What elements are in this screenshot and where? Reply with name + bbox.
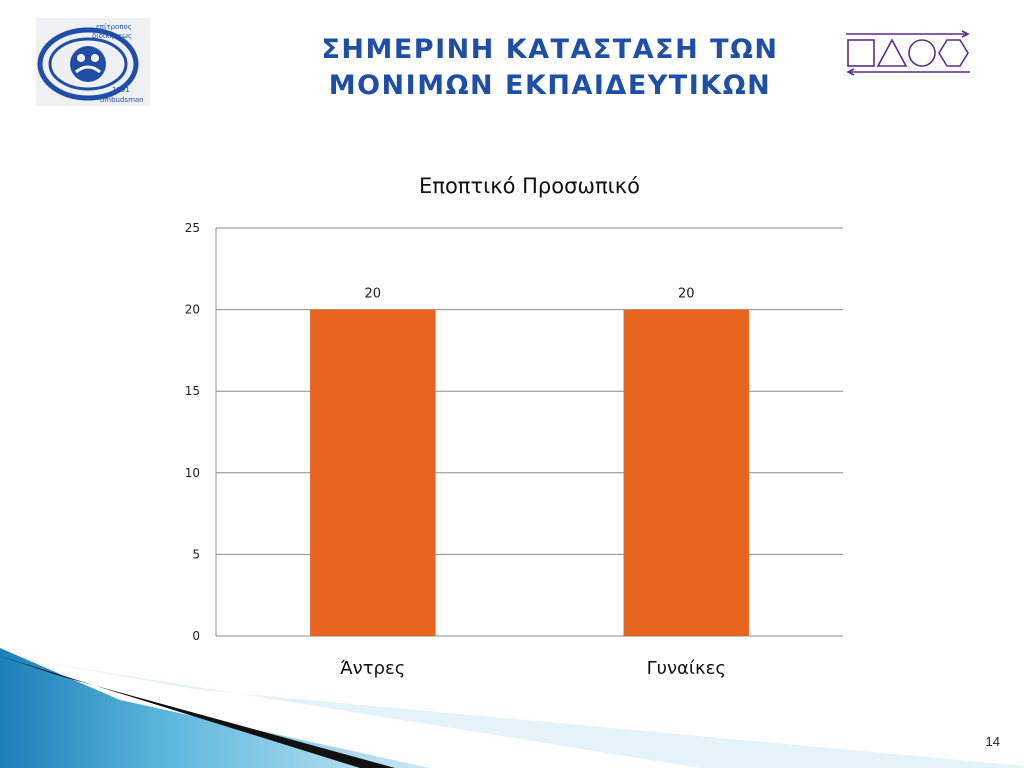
slide-title: ΣΗΜΕΡΙΝΗ ΚΑΤΑΣΤΑΣΗ ΤΩΝ ΜΟΝΙΜΩΝ ΕΚΠΑΙΔΕΥΤ… bbox=[250, 32, 850, 104]
shapes-logo-icon bbox=[846, 30, 970, 76]
logo-year: 1991 bbox=[112, 86, 130, 94]
logo-bottom-text: ombudsman bbox=[100, 96, 144, 104]
y-tick-label: 10 bbox=[185, 466, 200, 480]
y-tick-label: 15 bbox=[185, 384, 200, 398]
slide-title-line-2: ΜΟΝΙΜΩΝ ΕΚΠΑΙΔΕΥΤΙΚΩΝ bbox=[328, 70, 772, 101]
y-tick-label: 0 bbox=[192, 629, 200, 643]
logo-text-2: διοικήσεως bbox=[92, 32, 132, 40]
x-category-label: Γυναίκες bbox=[647, 658, 726, 679]
footer-decoration bbox=[0, 648, 1024, 768]
data-label: 20 bbox=[364, 287, 381, 302]
bar bbox=[310, 309, 436, 636]
chart-title: Εποπτικό Προσωπικό bbox=[419, 174, 640, 198]
slide-title-line-1: ΣΗΜΕΡΙΝΗ ΚΑΤΑΣΤΑΣΗ ΤΩΝ bbox=[321, 34, 779, 65]
ombudsman-logo: επίτροπος διοικήσεως 1991 ombudsman bbox=[36, 18, 150, 106]
data-label: 20 bbox=[678, 287, 695, 302]
x-category-label: Άντρες bbox=[340, 658, 405, 679]
y-tick-label: 5 bbox=[192, 547, 200, 561]
y-tick-label: 20 bbox=[185, 303, 200, 317]
page-number: 14 bbox=[985, 734, 1000, 749]
y-tick-label: 25 bbox=[185, 221, 200, 235]
logo-text-1: επίτροπος bbox=[96, 23, 132, 31]
bar bbox=[623, 309, 749, 636]
